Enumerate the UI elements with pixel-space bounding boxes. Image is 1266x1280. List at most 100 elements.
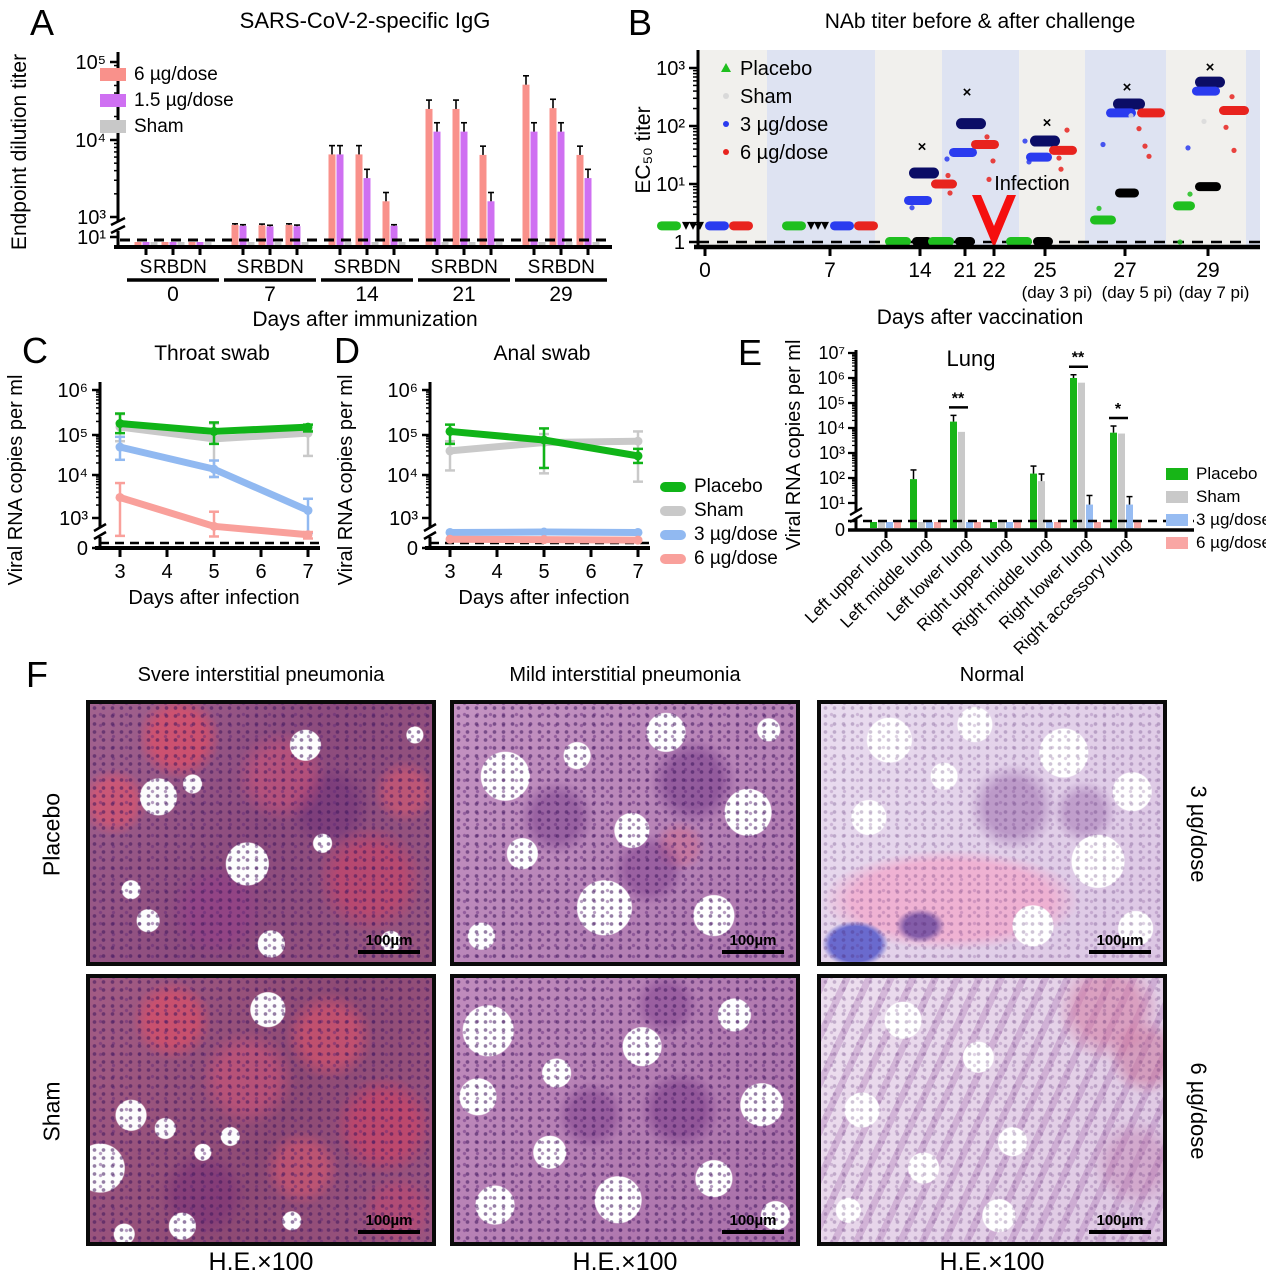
panel-title: Throat swab	[154, 342, 270, 365]
y-tick-label: 10²	[656, 116, 685, 138]
legend-item-label: 1.5 µg/dose	[134, 90, 234, 111]
histology-image-placebo-severe: 100µm	[86, 700, 436, 966]
chart-shape	[293, 226, 301, 246]
chart-shape	[1014, 522, 1021, 528]
chart-shape	[303, 530, 313, 540]
histology-column-header-normal: Normal	[959, 664, 1025, 686]
chart-shape	[584, 178, 592, 246]
chart-shape	[169, 242, 177, 246]
chart-shape	[660, 482, 686, 492]
chart-shape	[1142, 143, 1148, 149]
scale-bar-label: 100µm	[729, 1212, 777, 1229]
chart-shape	[947, 190, 953, 196]
outlier-x-mark: ×	[1043, 115, 1052, 132]
chart-shape	[990, 522, 997, 528]
row-label-3ug-dose: 3 µg/dose	[1186, 785, 1211, 883]
chart-shape	[1022, 138, 1028, 144]
chart-shape	[1195, 182, 1221, 192]
chart-shape	[100, 94, 126, 107]
y-axis-label: EC₅₀ titer	[632, 106, 655, 193]
significance-label: **	[1072, 350, 1085, 367]
x-tick-day: 0	[699, 259, 711, 282]
chart-shape	[909, 205, 915, 211]
caption-he-x100-mild: H.E.×100	[572, 1248, 678, 1276]
chart-shape	[1195, 76, 1225, 88]
row-label-6ug-dose: 6 µg/dose	[1186, 1062, 1211, 1160]
chart-shape	[209, 464, 219, 474]
chart-shape	[966, 522, 973, 528]
chart-igg-titer: SARS-CoV-2-specific IgG Endpoint dilution…	[8, 8, 612, 331]
y-axis-label: Endpoint dilution titer	[8, 54, 31, 250]
chart-shape	[875, 50, 942, 247]
x-tick-antigen: RBD	[444, 257, 484, 278]
histology-column-header-mild: Mild interstitial pneumonia	[509, 664, 741, 686]
y-tick-label: 10⁶	[388, 380, 418, 402]
legend-item-label: Placebo	[694, 476, 763, 497]
chart-shape	[1033, 237, 1053, 247]
y-tick-label: 10⁷	[818, 343, 845, 363]
chart-shape	[1246, 50, 1260, 247]
legend-item-label: Placebo	[740, 58, 812, 80]
chart-shape	[258, 225, 266, 246]
chart-shape	[990, 158, 996, 164]
chart-shape	[539, 535, 549, 545]
chart-shape	[1113, 98, 1145, 110]
chart-shape	[723, 149, 729, 155]
chart-shape	[974, 522, 981, 528]
chart-shape	[949, 147, 977, 157]
panel-label-d: D	[334, 330, 360, 371]
y-tick-label: 10³	[59, 508, 88, 530]
y-tick-label: 10⁴	[75, 130, 106, 152]
scale-bar: 100µm	[1089, 932, 1151, 954]
chart-shape	[468, 242, 476, 246]
chart-shape	[821, 221, 829, 230]
chart-throat-swab: Throat swab Viral RNA copies per ml 10⁶ 10⁵…	[5, 342, 320, 609]
chart-shape	[1056, 155, 1062, 161]
chart-shape	[274, 242, 282, 246]
scale-bar-line	[722, 950, 784, 954]
panel-label-f: F	[26, 654, 48, 695]
legend-item-label: 6 µg/dose	[694, 548, 778, 569]
infection-label: Infection	[994, 173, 1070, 195]
chart-shape	[1166, 468, 1188, 480]
chart-shape	[1166, 514, 1188, 526]
x-axis-label: Days after vaccination	[877, 306, 1084, 329]
chart-shape	[100, 68, 126, 81]
panel-label-e: E	[738, 332, 763, 373]
chart-shape	[423, 522, 437, 533]
chart-shape	[955, 237, 975, 247]
chart-shape	[657, 221, 681, 231]
x-tick-day: 21	[452, 283, 475, 306]
chart-shape	[886, 522, 893, 528]
panel-label-b: B	[628, 2, 653, 43]
x-tick-day: 29	[549, 283, 572, 306]
x-tick-label: 6	[255, 561, 266, 583]
x-tick-label: 5	[538, 561, 549, 583]
y-tick-label: 10⁵	[387, 425, 418, 447]
chart-shape	[633, 451, 643, 461]
chart-shape	[592, 242, 600, 246]
y-tick-label: 10¹	[656, 174, 685, 196]
scale-bar-label: 100µm	[729, 932, 777, 949]
row-label-sham: Sham	[38, 1081, 65, 1142]
chart-shape	[1118, 433, 1125, 529]
x-tick-day: 7	[264, 283, 276, 306]
x-tick-antigen: N	[581, 257, 595, 278]
chart-shape	[239, 225, 247, 246]
x-tick-day: 14	[355, 283, 379, 306]
chart-shape	[782, 221, 806, 231]
chart-shape	[177, 242, 185, 246]
y-tick-label: 0	[407, 538, 418, 560]
chart-shape	[134, 242, 142, 246]
chart-shape	[926, 522, 933, 528]
x-tick-antigen: S	[237, 257, 250, 278]
chart-shape	[445, 446, 455, 456]
chart-shape	[204, 242, 212, 246]
chart-shape	[115, 442, 125, 452]
chart-shape	[1192, 86, 1220, 96]
y-tick-label: 10⁶	[818, 368, 845, 388]
chart-shape	[1126, 504, 1133, 529]
chart-shape	[150, 242, 158, 246]
